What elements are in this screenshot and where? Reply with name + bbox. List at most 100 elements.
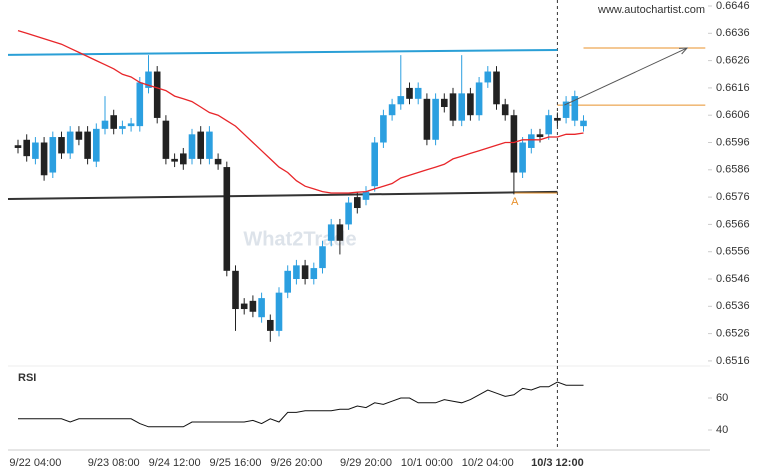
candle-body — [580, 120, 587, 127]
candle-body — [536, 134, 544, 138]
y-tick-label: 0.6576 — [716, 191, 750, 203]
resistance-line — [7, 48, 558, 56]
candle-body — [49, 137, 57, 173]
y-tick-label: 0.6646 — [716, 0, 750, 12]
candle-body — [171, 158, 178, 162]
candle-body — [354, 197, 361, 209]
candle-body — [214, 158, 222, 165]
candle-body — [136, 82, 144, 127]
candle-body — [127, 123, 135, 127]
forecast-arrow — [564, 47, 688, 106]
candle-body — [467, 93, 474, 116]
x-tick-label: 9/22 04:00 — [9, 457, 61, 469]
candle-body — [66, 131, 74, 154]
y-tick-label: 0.6596 — [716, 136, 750, 148]
candle-body — [336, 224, 344, 241]
candle-body — [345, 202, 352, 225]
candle-body — [554, 117, 561, 121]
candle-body — [380, 115, 387, 143]
candle-body — [406, 87, 413, 99]
candle-body — [58, 137, 65, 154]
candle-body — [327, 224, 335, 241]
candle-body — [110, 115, 117, 129]
pattern-label: A — [511, 196, 519, 208]
candle-body — [545, 115, 552, 135]
candle-body — [571, 96, 579, 121]
candle-body — [441, 98, 448, 108]
y-tick-label: 0.6616 — [716, 82, 750, 94]
candle-body — [75, 131, 83, 140]
candle-body — [475, 82, 483, 116]
candle-body — [449, 93, 457, 121]
candle-body — [23, 139, 30, 157]
y-tick-label: 0.6586 — [716, 164, 750, 176]
source: www.autochartist.com — [597, 4, 705, 16]
x-tick-label: 10/3 12:00 — [531, 457, 584, 469]
candle-body — [32, 142, 39, 159]
y-tick-label: 0.6516 — [716, 355, 750, 367]
rsi-tick-label: 40 — [716, 424, 728, 436]
y-tick-label: 0.6626 — [716, 55, 750, 67]
y-tick-label: 0.6566 — [716, 218, 750, 230]
candle-body — [101, 120, 109, 129]
support-line — [7, 190, 558, 201]
candle-body — [14, 145, 22, 148]
y-tick-label: 0.6636 — [716, 27, 750, 39]
arrow-head — [679, 47, 689, 55]
candle-body — [180, 153, 187, 165]
y-tick-label: 0.6546 — [716, 273, 750, 285]
y-tick-label: 0.6536 — [716, 300, 750, 312]
candle-body — [501, 104, 509, 116]
candle-body — [310, 268, 318, 280]
y-tick-label: 0.6606 — [716, 109, 750, 121]
candle-body — [223, 167, 231, 271]
candle-body — [319, 246, 326, 269]
x-tick-label: 9/25 16:00 — [210, 457, 262, 469]
candle-body — [119, 126, 126, 129]
candle-body — [562, 101, 570, 118]
candle-body — [162, 120, 170, 159]
candle-body — [206, 131, 213, 159]
candle-body — [240, 303, 248, 310]
candle-body — [371, 142, 378, 187]
candle-body — [40, 142, 48, 176]
candle-body — [267, 319, 274, 331]
candle-body — [93, 128, 100, 162]
candle-body — [484, 71, 492, 83]
candle-body — [284, 270, 291, 293]
x-tick-label: 9/24 12:00 — [149, 457, 201, 469]
indicator-label: RSI — [18, 372, 36, 384]
x-tick-label: 9/29 20:00 — [340, 457, 392, 469]
candle-body — [258, 298, 265, 318]
candle-body — [84, 131, 91, 159]
candle-body — [414, 87, 422, 99]
candle-body — [153, 71, 161, 118]
candle-body — [249, 300, 257, 312]
candle-body — [197, 131, 204, 159]
candle-body — [493, 71, 500, 105]
candle-body — [301, 265, 309, 280]
x-tick-label: 9/26 20:00 — [270, 457, 322, 469]
y-tick-label: 0.6526 — [716, 328, 750, 340]
candle-body — [232, 270, 239, 310]
moving-average — [17, 29, 584, 194]
rsi-tick-label: 60 — [716, 392, 728, 404]
candle-body — [423, 98, 431, 140]
candle-body — [519, 142, 526, 173]
candle-body — [432, 98, 439, 140]
candle-body — [293, 265, 300, 280]
y-tick-label: 0.6556 — [716, 246, 750, 258]
candle-body — [188, 134, 196, 159]
candle-body — [275, 292, 283, 331]
candle-body — [458, 93, 465, 121]
rsi-line — [18, 381, 584, 428]
candle-body — [145, 71, 152, 88]
candle-body — [528, 134, 535, 148]
candle-body — [510, 115, 518, 173]
x-tick-label: 9/23 08:00 — [88, 457, 140, 469]
x-tick-label: 10/1 00:00 — [401, 457, 453, 469]
x-tick-label: 10/2 04:00 — [462, 457, 514, 469]
candle-body — [362, 191, 370, 200]
candle-body — [397, 96, 405, 105]
